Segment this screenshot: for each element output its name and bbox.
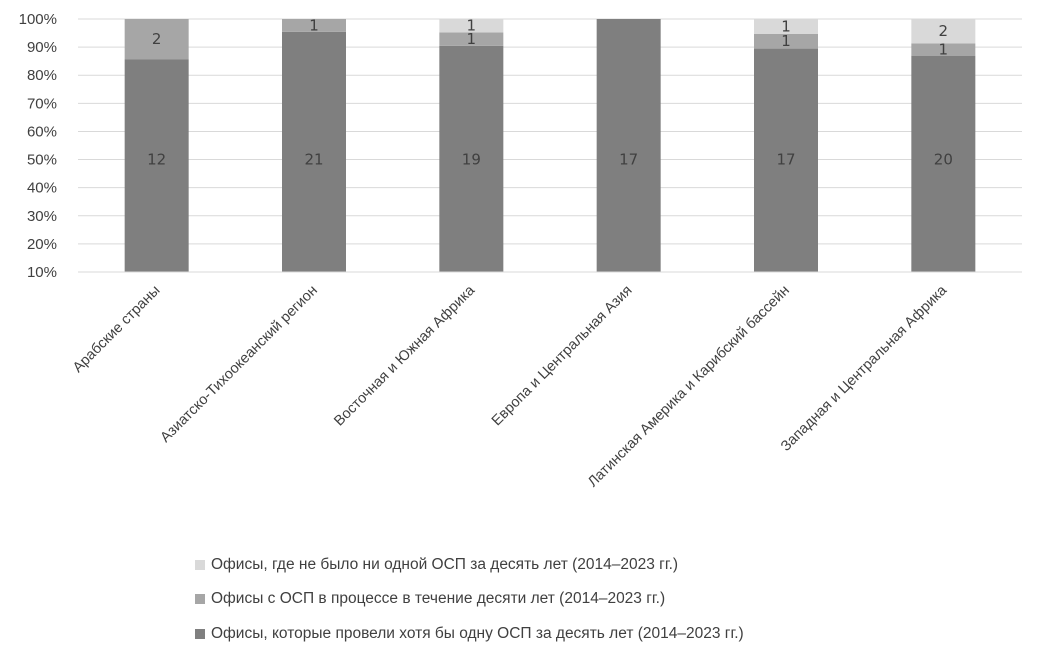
bar-segment bbox=[596, 19, 661, 272]
category-label: Латинская Америка и Карибский бассейн bbox=[585, 283, 793, 491]
bar-segment bbox=[439, 19, 504, 33]
bar-segment bbox=[124, 59, 189, 273]
legend-item: Офисы, которые провели хотя бы одну ОСП … bbox=[195, 625, 744, 642]
stacked-bar-chart: 10%20%30%40%50%60%70%80%90%100% 12221119… bbox=[19, 11, 1022, 491]
legend: Офисы, где не было ни одной ОСП за десят… bbox=[195, 556, 744, 660]
bar-segment bbox=[911, 19, 976, 44]
category-label: Западная и Центральная Африка bbox=[778, 282, 951, 455]
data-label: 1 bbox=[939, 41, 949, 59]
legend-item: Офисы с ОСП в процессе в течение десяти … bbox=[195, 590, 744, 608]
data-label: 19 bbox=[462, 151, 481, 169]
legend-label: Офисы, где не было ни одной ОСП за десят… bbox=[211, 555, 679, 573]
gridlines bbox=[78, 18, 1022, 273]
y-tick-label: 80% bbox=[27, 67, 57, 84]
data-label: 17 bbox=[776, 151, 795, 169]
legend-swatch bbox=[195, 628, 205, 639]
data-label: 2 bbox=[939, 22, 949, 40]
data-label: 1 bbox=[467, 17, 477, 35]
bar-segment bbox=[911, 55, 976, 272]
legend-label: Офисы, которые провели хотя бы одну ОСП … bbox=[211, 624, 744, 642]
bar-segment bbox=[754, 33, 818, 49]
data-label: 1 bbox=[309, 16, 319, 34]
data-label: 20 bbox=[934, 151, 953, 169]
data-label: 21 bbox=[304, 151, 323, 169]
bar-segment bbox=[754, 48, 818, 273]
legend-swatch bbox=[195, 594, 205, 604]
bars bbox=[124, 19, 976, 273]
legend-item: Офисы, где не было ни одной ОСП за десят… bbox=[195, 556, 744, 573]
data-label: 17 bbox=[619, 151, 638, 169]
data-label: 1 bbox=[781, 32, 791, 50]
category-label: Азиатско-Тихоокеанский регион bbox=[158, 283, 321, 446]
category-label: Восточная и Южная Африка bbox=[331, 282, 479, 430]
bar-segment bbox=[439, 32, 504, 46]
bar-segment bbox=[124, 19, 189, 60]
y-tick-label: 100% bbox=[19, 11, 57, 28]
y-tick-label: 60% bbox=[27, 123, 57, 140]
data-label: 2 bbox=[152, 30, 162, 48]
data-label: 1 bbox=[781, 17, 791, 35]
category-label: Арабские страны bbox=[70, 283, 163, 376]
bar-segment bbox=[282, 31, 346, 273]
bar-segment bbox=[754, 19, 818, 34]
y-axis: 10% 20% 30% 40% 50% 60% 70% 80% 90% 100% bbox=[19, 11, 57, 281]
y-tick-label: 10% bbox=[27, 264, 57, 281]
y-tick-label: 50% bbox=[27, 152, 57, 169]
bar-segment bbox=[282, 19, 346, 32]
legend-label: Офисы с ОСП в процессе в течение десяти … bbox=[211, 590, 666, 607]
bar-segment bbox=[911, 43, 976, 56]
category-label: Европа и Центральная Азия bbox=[489, 283, 636, 430]
y-tick-label: 70% bbox=[27, 95, 57, 112]
data-label: 1 bbox=[467, 30, 477, 48]
y-tick-label: 40% bbox=[27, 180, 57, 197]
data-label: 12 bbox=[147, 151, 166, 169]
legend-swatch bbox=[195, 559, 205, 570]
y-tick-label: 20% bbox=[27, 236, 57, 253]
y-tick-label: 30% bbox=[27, 208, 57, 225]
y-tick-label: 90% bbox=[27, 39, 57, 56]
bar-segment bbox=[439, 45, 504, 272]
